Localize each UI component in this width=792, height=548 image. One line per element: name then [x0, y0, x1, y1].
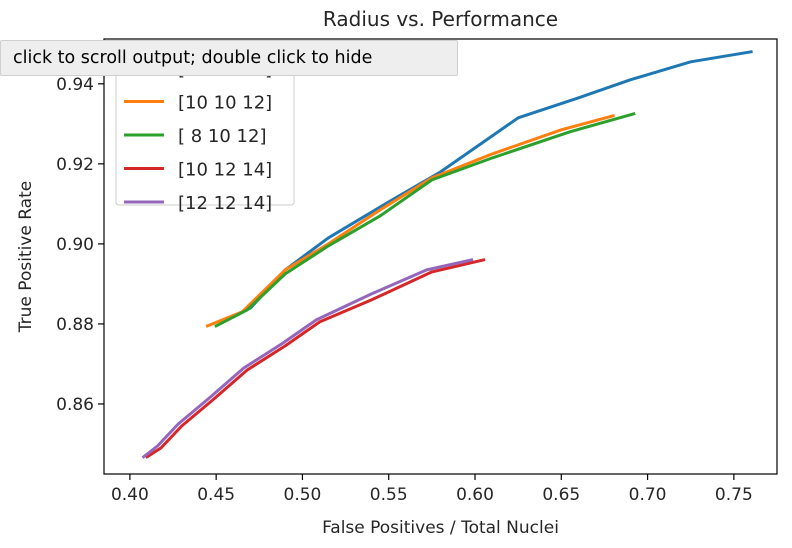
legend-label-2: [ 8 10 12]	[178, 126, 266, 147]
series-line-2	[214, 111, 636, 328]
series-line-3	[145, 258, 486, 459]
chart-title: Radius vs. Performance	[323, 7, 558, 31]
y-tick-label: 0.94	[56, 75, 94, 95]
legend-label-1: [10 10 12]	[178, 93, 272, 114]
legend-label-4: [12 12 14]	[178, 193, 272, 214]
y-tick-label: 0.88	[56, 315, 94, 335]
y-tick-label: 0.86	[56, 395, 94, 415]
y-axis-label: True Positive Rate	[16, 181, 36, 333]
x-tick-label: 0.70	[629, 485, 667, 505]
x-tick-label: 0.55	[370, 485, 408, 505]
x-tick-label: 0.65	[542, 485, 580, 505]
series-line-1	[205, 113, 615, 328]
series-line-0	[219, 50, 753, 324]
x-tick-label: 0.40	[111, 485, 149, 505]
x-tick-label: 0.50	[284, 485, 322, 505]
x-axis-label: False Positives / Total Nuclei	[322, 518, 559, 538]
y-tick-label: 0.90	[56, 235, 94, 255]
x-tick-label: 0.45	[197, 485, 235, 505]
legend-label-3: [10 12 14]	[178, 160, 272, 181]
x-tick-label: 0.75	[715, 485, 753, 505]
plot-frame	[103, 38, 778, 475]
series-line-4	[141, 258, 474, 459]
x-tick-label: 0.60	[456, 485, 494, 505]
y-tick-label: 0.92	[56, 155, 94, 175]
scroll-output-tooltip[interactable]: click to scroll output; double click to …	[0, 40, 458, 76]
